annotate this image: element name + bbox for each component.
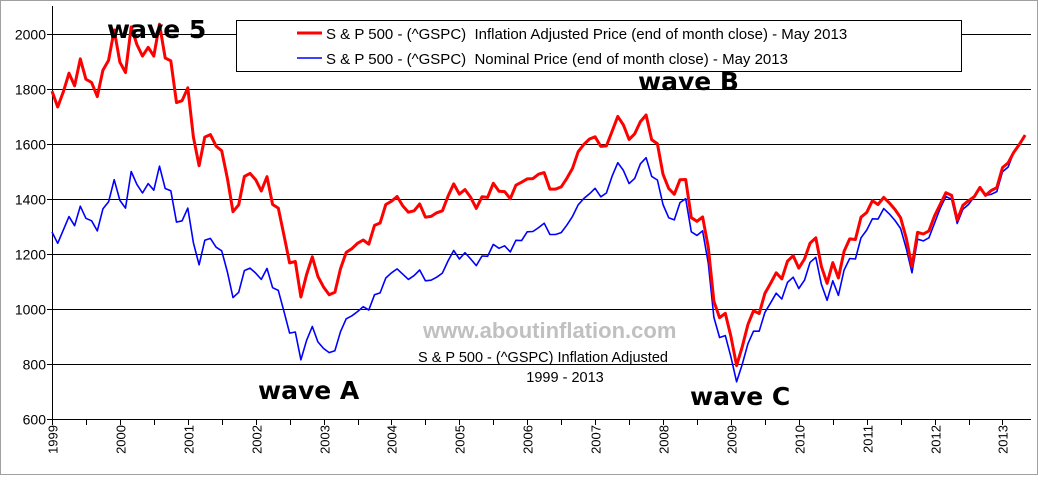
y-tick-label: 1400 xyxy=(15,192,46,208)
x-tick-label: 2007 xyxy=(589,425,604,454)
x-tick-label: 2003 xyxy=(318,425,333,454)
x-tick-label: 1999 xyxy=(46,425,61,454)
x-axis-ticks: 1999 2000 2001 2002 2003 2004 2005 2006 2007 2008… xyxy=(46,419,1011,454)
chart-title: S & P 500 - (^GSPC) Inflation Adjusted xyxy=(418,350,668,366)
x-tick-label: 2009 xyxy=(725,425,740,454)
annotation-wave-a: wave A xyxy=(258,376,360,405)
x-tick-label: 2006 xyxy=(521,425,536,454)
watermark: www.aboutinflation.com xyxy=(422,318,676,343)
x-tick-label: 2011 xyxy=(861,425,876,453)
x-tick-label: 2001 xyxy=(182,425,197,454)
legend-label-inflation-adjusted: S & P 500 - (^GSPC) Inflation Adjusted P… xyxy=(326,26,847,43)
x-tick-label: 2012 xyxy=(929,425,944,454)
legend-label-nominal: S & P 500 - (^GSPC) Nominal Price (end o… xyxy=(326,51,788,68)
y-tick-label: 800 xyxy=(23,357,47,373)
series-lines xyxy=(50,22,1027,383)
x-tick-label: 2002 xyxy=(250,425,265,454)
y-tick-label: 600 xyxy=(23,412,47,428)
series-line-nominal xyxy=(51,134,1026,383)
legend: S & P 500 - (^GSPC) Inflation Adjusted P… xyxy=(236,20,962,72)
y-axis-ticks: 600 800 1000 1200 1400 1600 1800 2000 xyxy=(15,27,52,428)
x-tick-label: 2010 xyxy=(793,425,808,454)
legend-box xyxy=(236,20,962,72)
x-tick-label: 2000 xyxy=(114,425,129,454)
y-tick-label: 1200 xyxy=(15,247,46,263)
y-tick-label: 1800 xyxy=(15,82,46,98)
x-tick-label: 2008 xyxy=(657,425,672,454)
y-tick-label: 1600 xyxy=(15,137,46,153)
y-tick-label: 2000 xyxy=(15,27,46,43)
chart-subtitle: 1999 - 2013 xyxy=(526,370,603,386)
annotation-wave-c: wave C xyxy=(690,382,790,411)
series-line-inflation-adjusted xyxy=(50,22,1027,368)
x-tick-label: 2013 xyxy=(996,425,1011,454)
x-tick-label: 2004 xyxy=(385,425,400,454)
x-tick-label: 2005 xyxy=(453,425,468,454)
annotation-wave-5: wave 5 xyxy=(107,15,206,44)
y-tick-label: 1000 xyxy=(15,302,46,318)
